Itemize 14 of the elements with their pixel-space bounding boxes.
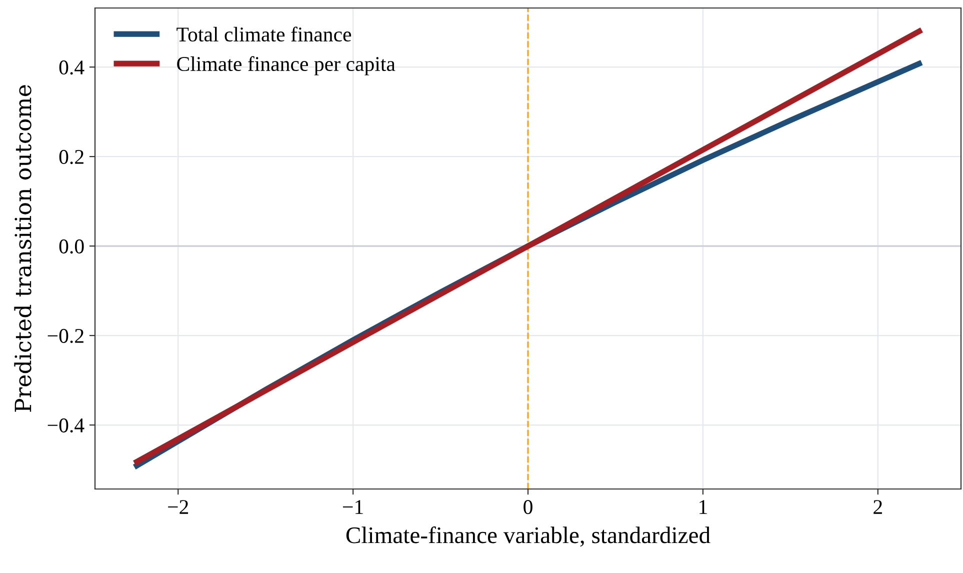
y-tick-label: −0.4 [48,418,84,433]
y-tick-label: 0.2 [59,150,84,164]
x-axis-title: Climate-finance variable, standardized [346,526,710,547]
x-tick-label: −2 [168,500,188,514]
y-axis-title: Predicted transition outcome [14,85,32,412]
x-tick-label: −1 [343,500,363,514]
x-tick-label: 2 [874,500,882,514]
y-tick-label: −0.2 [48,328,84,344]
y-tick-label: 0.0 [59,239,84,254]
legend-label: Climate finance per capita [177,56,396,76]
x-tick-label: 0 [524,500,532,514]
legend-label: Total climate finance [176,26,352,42]
y-tick-label: 0.4 [59,60,84,75]
x-tick-label: 1 [700,500,707,514]
